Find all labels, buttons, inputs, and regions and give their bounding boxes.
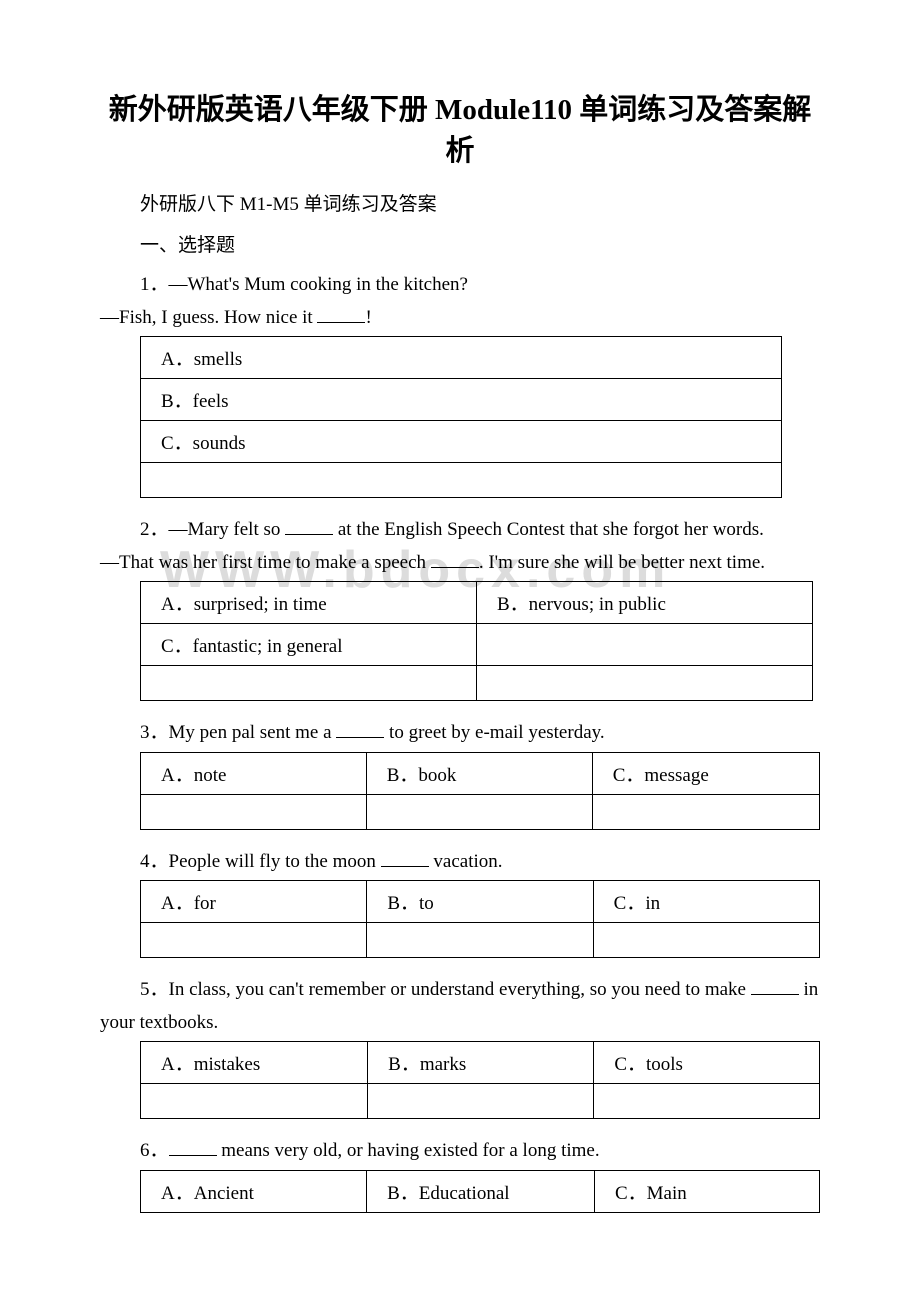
stem-text: at the English Speech Contest that she f… (333, 519, 764, 540)
option-cell-empty (594, 1084, 820, 1119)
option-cell-empty (366, 794, 592, 829)
option-cell-empty (141, 923, 367, 958)
blank-fill[interactable] (431, 550, 479, 568)
option-cell-empty (141, 463, 782, 498)
question-number: 2 (140, 519, 150, 540)
option-cell[interactable]: C．tools (594, 1042, 820, 1084)
question-stem: 4．People will fly to the moon vacation. (140, 848, 820, 877)
stem-text: ．My pen pal sent me a (150, 722, 337, 743)
stem-text: . I'm sure she will be better next time. (479, 552, 765, 573)
subtitle: 外研版八下 M1-M5 单词练习及答案 (140, 189, 820, 216)
question-stem: 1．—What's Mum cooking in the kitchen? (140, 271, 820, 300)
question-stem-cont: —That was her first time to make a speec… (100, 549, 820, 578)
option-cell[interactable]: B．marks (368, 1042, 594, 1084)
option-cell[interactable]: A．surprised; in time (141, 582, 477, 624)
option-cell[interactable]: B．Educational (367, 1170, 595, 1212)
option-cell-empty (368, 1084, 594, 1119)
option-cell[interactable]: C．Main (594, 1170, 819, 1212)
options-table: A．surprised; in time B．nervous; in publi… (140, 581, 813, 701)
option-cell-empty (141, 666, 477, 701)
option-cell[interactable]: C．message (592, 752, 819, 794)
stem-text: —Fish, I guess. How nice it (100, 307, 317, 328)
option-cell[interactable]: A．Ancient (141, 1170, 367, 1212)
question-stem: 2．—Mary felt so at the English Speech Co… (140, 516, 820, 545)
options-table: A．Ancient B．Educational C．Main (140, 1170, 820, 1213)
option-cell[interactable]: A．smells (141, 337, 782, 379)
question-stem: 3．My pen pal sent me a to greet by e-mai… (140, 719, 820, 748)
stem-text: means very old, or having existed for a … (217, 1140, 600, 1161)
question-stem: 5．In class, you can't remember or unders… (140, 976, 820, 1005)
option-cell-empty (477, 666, 813, 701)
options-table: A．for B．to C．in (140, 880, 820, 958)
stem-text: —That was her first time to make a speec… (100, 552, 431, 573)
question-number: 6 (140, 1140, 150, 1161)
stem-text: to greet by e-mail yesterday. (384, 722, 604, 743)
stem-text: ．—What's Mum cooking in the kitchen? (150, 274, 468, 295)
option-cell[interactable]: B．to (367, 881, 593, 923)
option-cell[interactable]: B．book (366, 752, 592, 794)
stem-text: vacation. (429, 851, 503, 872)
section-heading: 一、选择题 (140, 230, 820, 257)
stem-text: ．—Mary felt so (150, 519, 286, 540)
options-table: A．mistakes B．marks C．tools (140, 1041, 820, 1119)
option-cell-empty (477, 624, 813, 666)
option-cell-empty (367, 923, 593, 958)
stem-text: ．In class, you can't remember or underst… (150, 979, 751, 1000)
option-cell-empty (593, 923, 819, 958)
blank-fill[interactable] (381, 849, 429, 867)
option-cell[interactable]: A．note (141, 752, 367, 794)
option-cell[interactable]: A．for (141, 881, 367, 923)
options-table: A．note B．book C．message (140, 752, 820, 830)
question-stem-cont: —Fish, I guess. How nice it ! (100, 304, 820, 333)
question-number: 3 (140, 722, 150, 743)
stem-text: ． (150, 1140, 169, 1161)
option-cell[interactable]: C．sounds (141, 421, 782, 463)
blank-fill[interactable] (169, 1138, 217, 1156)
blank-fill[interactable] (285, 517, 333, 535)
title-line-1: 新外研版英语八年级下册 Module110 单词练习及答案解 (109, 94, 811, 126)
option-cell[interactable]: B．feels (141, 379, 782, 421)
question-number: 1 (140, 274, 150, 295)
page-title: 新外研版英语八年级下册 Module110 单词练习及答案解 析 (100, 90, 820, 171)
option-cell-empty (141, 1084, 368, 1119)
title-line-2: 析 (445, 135, 474, 167)
blank-fill[interactable] (317, 305, 365, 323)
option-cell[interactable]: C．in (593, 881, 819, 923)
question-stem: 6． means very old, or having existed for… (140, 1137, 820, 1166)
blank-fill[interactable] (751, 977, 799, 995)
blank-fill[interactable] (336, 720, 384, 738)
option-cell-empty (592, 794, 819, 829)
stem-text: ! (365, 307, 371, 328)
stem-text: in (799, 979, 819, 1000)
question-stem-cont: your textbooks. (100, 1009, 820, 1038)
options-table: A．smells B．feels C．sounds (140, 336, 782, 498)
stem-text: your textbooks. (100, 1012, 218, 1033)
option-cell[interactable]: B．nervous; in public (477, 582, 813, 624)
option-cell-empty (141, 794, 367, 829)
option-cell[interactable]: C．fantastic; in general (141, 624, 477, 666)
stem-text: ．People will fly to the moon (150, 851, 381, 872)
question-number: 5 (140, 979, 150, 1000)
option-cell[interactable]: A．mistakes (141, 1042, 368, 1084)
question-number: 4 (140, 851, 150, 872)
